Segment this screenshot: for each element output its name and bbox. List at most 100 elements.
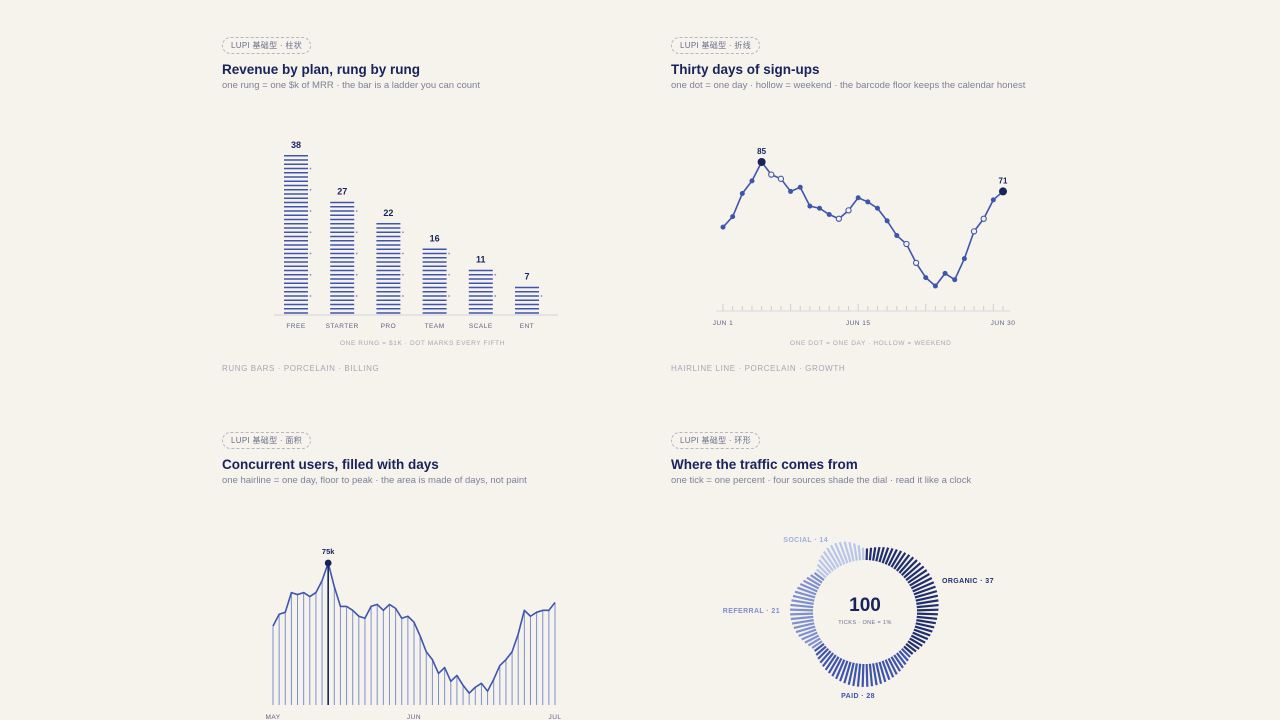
highlight-point bbox=[999, 187, 1007, 196]
panel-signups: LUPI 基础型 · 折线 Thirty days of sign-ups on… bbox=[671, 35, 1071, 91]
dial-tick bbox=[794, 590, 816, 599]
weekend-point bbox=[903, 240, 910, 248]
dial-tick bbox=[896, 652, 907, 666]
dial-tick bbox=[811, 640, 823, 649]
dial-tick bbox=[821, 652, 834, 668]
chart-tag: LUPI 基础型 · 柱状 bbox=[222, 37, 312, 54]
dial-tick bbox=[852, 663, 858, 687]
dial-tick bbox=[843, 541, 852, 563]
x-tick-label: MAY bbox=[265, 714, 280, 720]
fifth-rung-dot bbox=[494, 273, 497, 276]
fifth-rung-dot bbox=[309, 167, 312, 170]
chart-footer: RUNG BARS · PORCELAIN · BILLING bbox=[222, 364, 380, 373]
bar-value-label: 7 bbox=[524, 272, 529, 282]
dial-tick bbox=[872, 547, 877, 561]
dial-tick bbox=[816, 568, 827, 579]
dial-tick bbox=[907, 569, 928, 584]
dial-tick bbox=[900, 647, 911, 658]
fifth-rung-dot bbox=[448, 273, 450, 276]
dial-tick bbox=[878, 546, 885, 563]
dial-tick bbox=[813, 571, 825, 581]
dial-tick bbox=[887, 549, 898, 567]
fifth-rung-dot bbox=[355, 210, 358, 212]
dial-tick bbox=[915, 622, 935, 629]
panel-revenue-by-plan: LUPI 基础型 · 柱状 Revenue by plan, rung by r… bbox=[222, 35, 622, 91]
dial-tick bbox=[903, 645, 914, 655]
data-point bbox=[990, 197, 996, 203]
dial-tick bbox=[910, 634, 926, 644]
data-point bbox=[865, 199, 871, 205]
chart-title: Thirty days of sign-ups bbox=[671, 62, 820, 77]
weekend-point bbox=[845, 207, 852, 214]
fifth-rung-dot bbox=[448, 252, 450, 255]
slice-label: ORGANIC · 37 bbox=[942, 578, 994, 585]
fifth-rung-dot bbox=[402, 273, 404, 276]
dial-tick bbox=[827, 656, 840, 674]
highlight-point bbox=[757, 158, 766, 166]
dial-tick bbox=[884, 547, 894, 565]
dial-tick bbox=[857, 545, 862, 561]
fifth-rung-dot bbox=[309, 252, 312, 255]
dial-tick bbox=[916, 599, 939, 605]
dial-tick bbox=[847, 662, 855, 685]
slice-label: SOCIAL · 14 bbox=[783, 537, 828, 544]
dial-tick bbox=[790, 615, 814, 621]
dial-tick bbox=[816, 563, 830, 577]
x-tick-label: JUL bbox=[548, 714, 561, 720]
chart-tag: LUPI 基础型 · 面积 bbox=[222, 432, 312, 449]
data-point bbox=[961, 256, 967, 262]
fifth-rung-dot bbox=[540, 295, 543, 297]
dial-tick bbox=[884, 659, 895, 678]
slice-label: REFERRAL · 21 bbox=[723, 608, 780, 615]
chart-title: Revenue by plan, rung by rung bbox=[222, 62, 421, 77]
bar bbox=[515, 286, 543, 314]
dial-tick bbox=[898, 556, 915, 574]
x-tick-label: JUN 30 bbox=[991, 320, 1016, 327]
dial-tick bbox=[830, 544, 843, 567]
bar bbox=[330, 201, 358, 314]
dial-tick bbox=[913, 628, 931, 637]
dial-tick bbox=[824, 654, 837, 671]
fifth-rung-dot bbox=[309, 273, 312, 276]
fifth-rung-dot bbox=[494, 295, 497, 297]
x-tick-label: JUN bbox=[407, 714, 421, 720]
dial-tick bbox=[868, 547, 873, 561]
data-point bbox=[739, 191, 745, 197]
chart-caption: ONE DOT = ONE DAY · HOLLOW = WEEKEND bbox=[790, 340, 952, 347]
dial-tick bbox=[881, 547, 890, 564]
point-value-label: 71 bbox=[999, 176, 1008, 185]
dial-tick bbox=[791, 599, 814, 605]
panel-traffic-sources: LUPI 基础型 · 环形 Where the traffic comes fr… bbox=[671, 430, 1071, 486]
dial-tick bbox=[843, 661, 852, 684]
dial-tick bbox=[912, 581, 935, 593]
x-tick-label: JUN 1 bbox=[713, 320, 734, 327]
dial-tick bbox=[820, 554, 834, 572]
bar-value-label: 16 bbox=[430, 233, 440, 243]
bar bbox=[422, 248, 450, 314]
dial-tick bbox=[826, 547, 840, 568]
chart-subtitle: one rung = one $k of MRR · the bar is a … bbox=[222, 80, 480, 91]
data-point bbox=[788, 188, 794, 194]
dial-tick bbox=[893, 552, 907, 570]
data-point bbox=[874, 205, 880, 211]
panel-concurrent-users: LUPI 基础型 · 面积 Concurrent users, filled w… bbox=[222, 430, 622, 486]
chart-subtitle: one hairline = one day, floor to peak · … bbox=[222, 475, 527, 486]
dial-tick bbox=[810, 574, 823, 584]
weekend-point bbox=[777, 175, 785, 182]
dial-tick bbox=[909, 572, 930, 587]
data-point bbox=[730, 214, 736, 220]
x-tick-label: PRO bbox=[381, 323, 397, 330]
dial-tick bbox=[905, 643, 917, 653]
fifth-rung-dot bbox=[309, 188, 312, 191]
data-point bbox=[807, 203, 813, 209]
data-point bbox=[855, 195, 861, 201]
peak-label: 75k bbox=[322, 547, 335, 556]
dial-tick bbox=[848, 541, 855, 562]
bar-value-label: 11 bbox=[476, 255, 486, 265]
dial-tick bbox=[910, 576, 933, 590]
chart-tag: LUPI 基础型 · 环形 bbox=[671, 432, 761, 449]
dial-tick bbox=[803, 579, 820, 590]
dial-tick bbox=[818, 559, 832, 574]
fifth-rung-dot bbox=[309, 231, 312, 234]
